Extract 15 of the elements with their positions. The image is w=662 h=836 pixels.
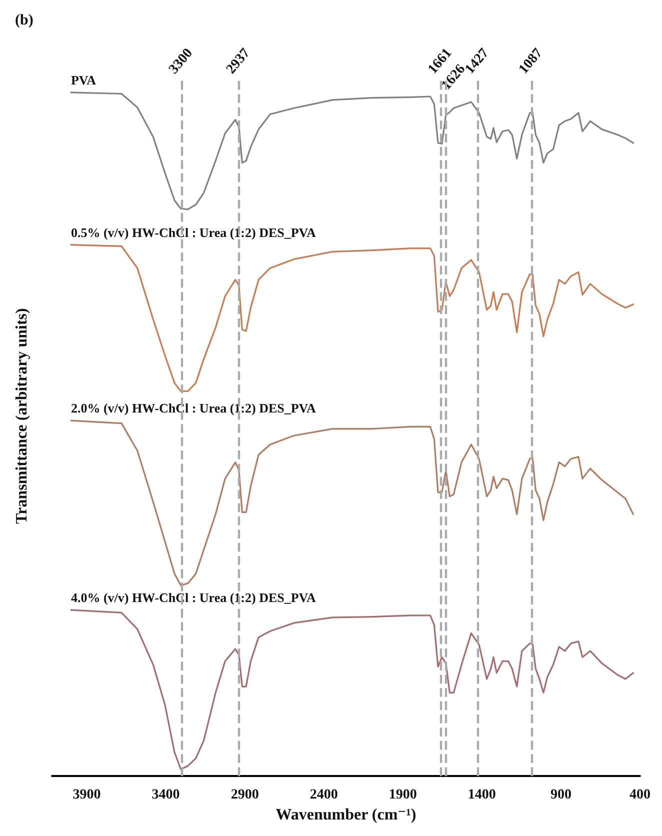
x-tick-label: 1900 <box>388 788 417 803</box>
x-axis-title: Wavenumber (cm⁻¹) <box>276 806 416 824</box>
x-tick-label: 2400 <box>310 788 338 803</box>
y-axis-title: Transmittance (arbitrary units) <box>14 308 30 524</box>
x-tick-label: 900 <box>550 788 572 803</box>
x-tick-label: 400 <box>630 788 650 803</box>
series-label: 2.0% (v/v) HW-ChCl : Urea (1:2) DES_PVA <box>70 400 317 416</box>
series-label: 0.5% (v/v) HW-ChCl : Urea (1:2) DES_PVA <box>70 224 317 240</box>
series-label: 4.0% (v/v) HW-ChCl : Urea (1:2) DES_PVA <box>70 590 317 605</box>
x-tick-label: 1400 <box>468 788 496 803</box>
x-tick-label: 3400 <box>152 788 180 803</box>
x-tick-label: 3900 <box>72 788 101 803</box>
series-label: PVA <box>70 72 97 88</box>
x-tick-label: 2900 <box>230 788 259 803</box>
chart-title: (b) <box>15 12 34 28</box>
